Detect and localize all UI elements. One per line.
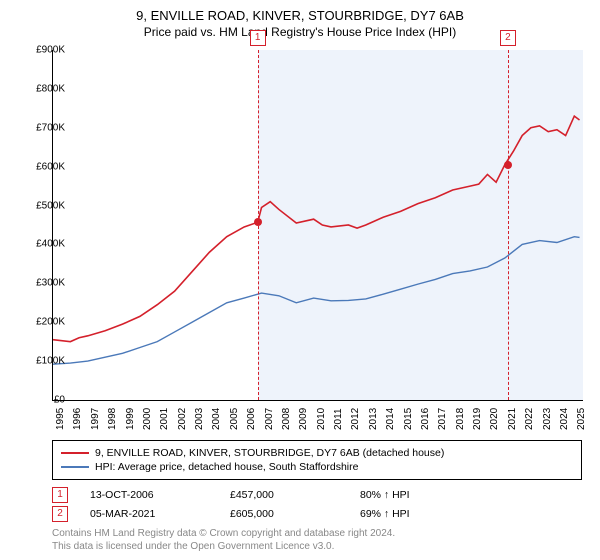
line-svg — [53, 50, 583, 400]
x-tick-label: 2023 — [542, 408, 553, 430]
sale-marker-box-1: 1 — [250, 30, 266, 46]
legend: 9, ENVILLE ROAD, KINVER, STOURBRIDGE, DY… — [52, 440, 582, 480]
x-tick-label: 2003 — [194, 408, 205, 430]
x-tick-label: 2025 — [576, 408, 587, 430]
sales-table: 1 13-OCT-2006 £457,000 80% ↑ HPI 2 05-MA… — [52, 484, 460, 525]
y-tick-label: £800K — [36, 83, 65, 94]
x-tick-label: 2010 — [316, 408, 327, 430]
x-tick-label: 2000 — [142, 408, 153, 430]
title-main: 9, ENVILLE ROAD, KINVER, STOURBRIDGE, DY… — [0, 8, 600, 23]
x-tick-label: 1999 — [125, 408, 136, 430]
sale-dot-2 — [504, 161, 512, 169]
x-tick-label: 2019 — [472, 408, 483, 430]
x-tick-label: 2001 — [159, 408, 170, 430]
legend-swatch-property — [61, 452, 89, 454]
footer-line2: This data is licensed under the Open Gov… — [52, 541, 395, 554]
sale-date-2: 05-MAR-2021 — [90, 508, 230, 520]
sale-dot-1 — [254, 218, 262, 226]
sale-hpi-1: 80% ↑ HPI — [360, 489, 460, 501]
footer-line1: Contains HM Land Registry data © Crown c… — [52, 528, 395, 541]
plot-area: 12 — [52, 50, 583, 401]
sale-row-1: 1 13-OCT-2006 £457,000 80% ↑ HPI — [52, 487, 460, 503]
sale-row-2: 2 05-MAR-2021 £605,000 69% ↑ HPI — [52, 506, 460, 522]
sale-marker-1: 1 — [52, 487, 68, 503]
legend-row-hpi: HPI: Average price, detached house, Sout… — [61, 461, 573, 473]
sale-marker-2: 2 — [52, 506, 68, 522]
x-tick-label: 1997 — [90, 408, 101, 430]
x-tick-label: 2009 — [298, 408, 309, 430]
x-tick-label: 2018 — [455, 408, 466, 430]
y-tick-label: £900K — [36, 45, 65, 56]
y-tick-label: £0 — [54, 395, 65, 406]
y-tick-label: £400K — [36, 239, 65, 250]
x-tick-label: 2012 — [350, 408, 361, 430]
sale-marker-box-2: 2 — [500, 30, 516, 46]
x-tick-label: 2020 — [489, 408, 500, 430]
y-tick-label: £500K — [36, 200, 65, 211]
chart-container: 9, ENVILLE ROAD, KINVER, STOURBRIDGE, DY… — [0, 0, 600, 560]
x-tick-label: 2004 — [211, 408, 222, 430]
series-hpi — [53, 237, 580, 365]
y-tick-label: £700K — [36, 122, 65, 133]
x-tick-label: 1996 — [72, 408, 83, 430]
x-tick-label: 2006 — [246, 408, 257, 430]
x-tick-label: 2017 — [437, 408, 448, 430]
series-property — [53, 116, 580, 342]
sale-date-1: 13-OCT-2006 — [90, 489, 230, 501]
x-tick-label: 2024 — [559, 408, 570, 430]
y-tick-label: £200K — [36, 317, 65, 328]
x-tick-label: 2011 — [333, 408, 344, 430]
x-tick-label: 2022 — [524, 408, 535, 430]
x-tick-label: 2015 — [403, 408, 414, 430]
x-tick-label: 2008 — [281, 408, 292, 430]
sale-price-2: £605,000 — [230, 508, 360, 520]
y-tick-label: £300K — [36, 278, 65, 289]
x-tick-label: 2007 — [264, 408, 275, 430]
x-tick-label: 2016 — [420, 408, 431, 430]
legend-label-property: 9, ENVILLE ROAD, KINVER, STOURBRIDGE, DY… — [95, 447, 444, 459]
x-tick-label: 2021 — [507, 408, 518, 430]
x-tick-label: 1995 — [55, 408, 66, 430]
y-tick-label: £600K — [36, 161, 65, 172]
sale-price-1: £457,000 — [230, 489, 360, 501]
legend-label-hpi: HPI: Average price, detached house, Sout… — [95, 461, 358, 473]
sale-hpi-2: 69% ↑ HPI — [360, 508, 460, 520]
x-tick-label: 2005 — [229, 408, 240, 430]
x-tick-label: 1998 — [107, 408, 118, 430]
sale-vline-2 — [508, 50, 509, 400]
y-tick-label: £100K — [36, 356, 65, 367]
legend-swatch-hpi — [61, 466, 89, 468]
x-tick-label: 2014 — [385, 408, 396, 430]
x-tick-label: 2013 — [368, 408, 379, 430]
x-tick-label: 2002 — [177, 408, 188, 430]
legend-row-property: 9, ENVILLE ROAD, KINVER, STOURBRIDGE, DY… — [61, 447, 573, 459]
footer: Contains HM Land Registry data © Crown c… — [52, 528, 395, 553]
